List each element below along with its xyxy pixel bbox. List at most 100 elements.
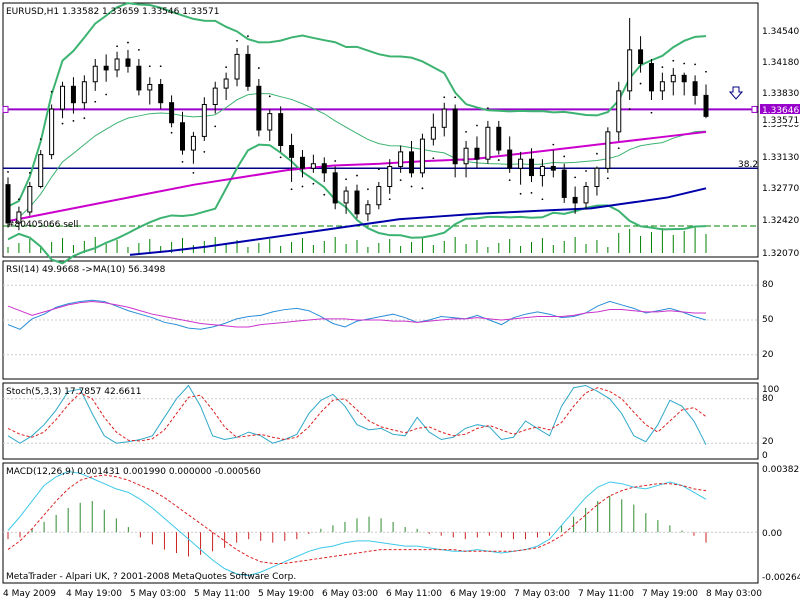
candle[interactable] [452,108,458,165]
candle[interactable] [529,158,534,177]
candle[interactable] [114,58,120,71]
candle[interactable] [16,211,22,224]
sar-dot [454,96,457,99]
candle[interactable] [49,108,55,156]
stochastic-title: Stoch(5,3,3) 17.7857 42.6611 [6,387,141,397]
sar-dot [388,198,391,201]
rsi-title: RSI(14) 49.9668 ->MA(10) 56.3498 [6,265,166,275]
candle[interactable] [670,74,676,83]
candle[interactable] [430,126,436,140]
candle[interactable] [27,186,33,213]
level-handle[interactable] [2,105,9,113]
candle[interactable] [223,78,229,89]
candle[interactable] [299,156,305,169]
candle[interactable] [147,83,153,91]
candle[interactable] [692,81,698,96]
sar-dot [105,93,108,96]
candle[interactable] [92,65,98,83]
candle[interactable] [234,53,240,80]
stoch-k-line [7,384,707,445]
sar-dot [301,185,304,188]
sar-dot [694,63,696,66]
sar-dot [683,62,686,65]
price-tick: 1.34180 [762,58,799,68]
main-price-panel[interactable] [2,2,759,258]
candle[interactable] [70,85,76,104]
candle[interactable] [550,165,556,171]
candle[interactable] [496,126,502,151]
candle[interactable] [583,186,589,204]
candle[interactable] [125,58,131,67]
candle[interactable] [321,163,327,174]
candle[interactable] [212,87,218,106]
candle[interactable] [638,49,644,65]
time-label: 5 May 03:00 [130,589,186,599]
candle[interactable] [387,165,393,188]
candle[interactable] [136,65,142,91]
sar-dot [443,96,446,99]
candle[interactable] [627,49,633,92]
candle[interactable] [158,83,164,104]
price-tick: 1.34540 [762,27,799,37]
candle[interactable] [441,108,447,128]
candle[interactable] [180,122,185,151]
candle[interactable] [267,113,273,131]
candle[interactable] [81,81,87,104]
sar-dot [650,111,653,114]
candle[interactable] [60,85,66,110]
candle[interactable] [332,172,338,204]
stochastic-panel[interactable] [2,382,759,460]
candle[interactable] [245,53,251,87]
candle[interactable] [419,138,425,174]
candle[interactable] [561,169,567,198]
candle[interactable] [659,81,665,92]
candle[interactable] [648,63,654,92]
sar-dot [290,188,293,191]
candle[interactable] [169,102,175,124]
level-handle[interactable] [751,105,758,113]
sar-dot [94,100,97,103]
sar-dot [50,90,53,93]
candle[interactable] [474,147,480,160]
macd-panel[interactable] [2,462,759,584]
candle[interactable] [681,74,687,83]
candle[interactable] [463,147,469,165]
candle[interactable] [190,135,196,151]
candle[interactable] [365,204,371,215]
sar-dot [432,157,435,160]
candle[interactable] [507,149,513,169]
candle[interactable] [485,126,491,160]
candle[interactable] [278,113,284,147]
candle[interactable] [343,190,349,204]
candle[interactable] [605,131,611,169]
macd-tick: -0.00264 [762,573,800,583]
sar-dot [159,65,162,68]
sar-dot [476,124,478,127]
sell-arrow-icon[interactable] [728,86,744,100]
candle[interactable] [376,186,382,206]
candle[interactable] [518,158,524,169]
candle[interactable] [201,104,207,137]
sar-dot [399,179,402,182]
sar-dot [661,66,664,69]
candle[interactable] [289,145,295,158]
candle[interactable] [594,167,600,188]
price-tick: 1.32770 [762,184,799,194]
candle[interactable] [539,165,545,177]
sar-dot [410,185,413,188]
sar-dot [83,117,86,120]
candle[interactable] [354,190,360,215]
candle[interactable] [703,94,709,117]
candle[interactable] [616,90,622,133]
candle[interactable] [398,151,404,167]
macd-line [7,471,707,577]
candle[interactable] [409,151,415,174]
candle[interactable] [572,196,578,204]
stoch-tick: 0 [762,451,768,461]
candle[interactable] [103,65,109,71]
candle[interactable] [256,85,262,131]
candle[interactable] [38,154,44,188]
candle[interactable] [5,184,11,224]
candle[interactable] [310,163,316,169]
